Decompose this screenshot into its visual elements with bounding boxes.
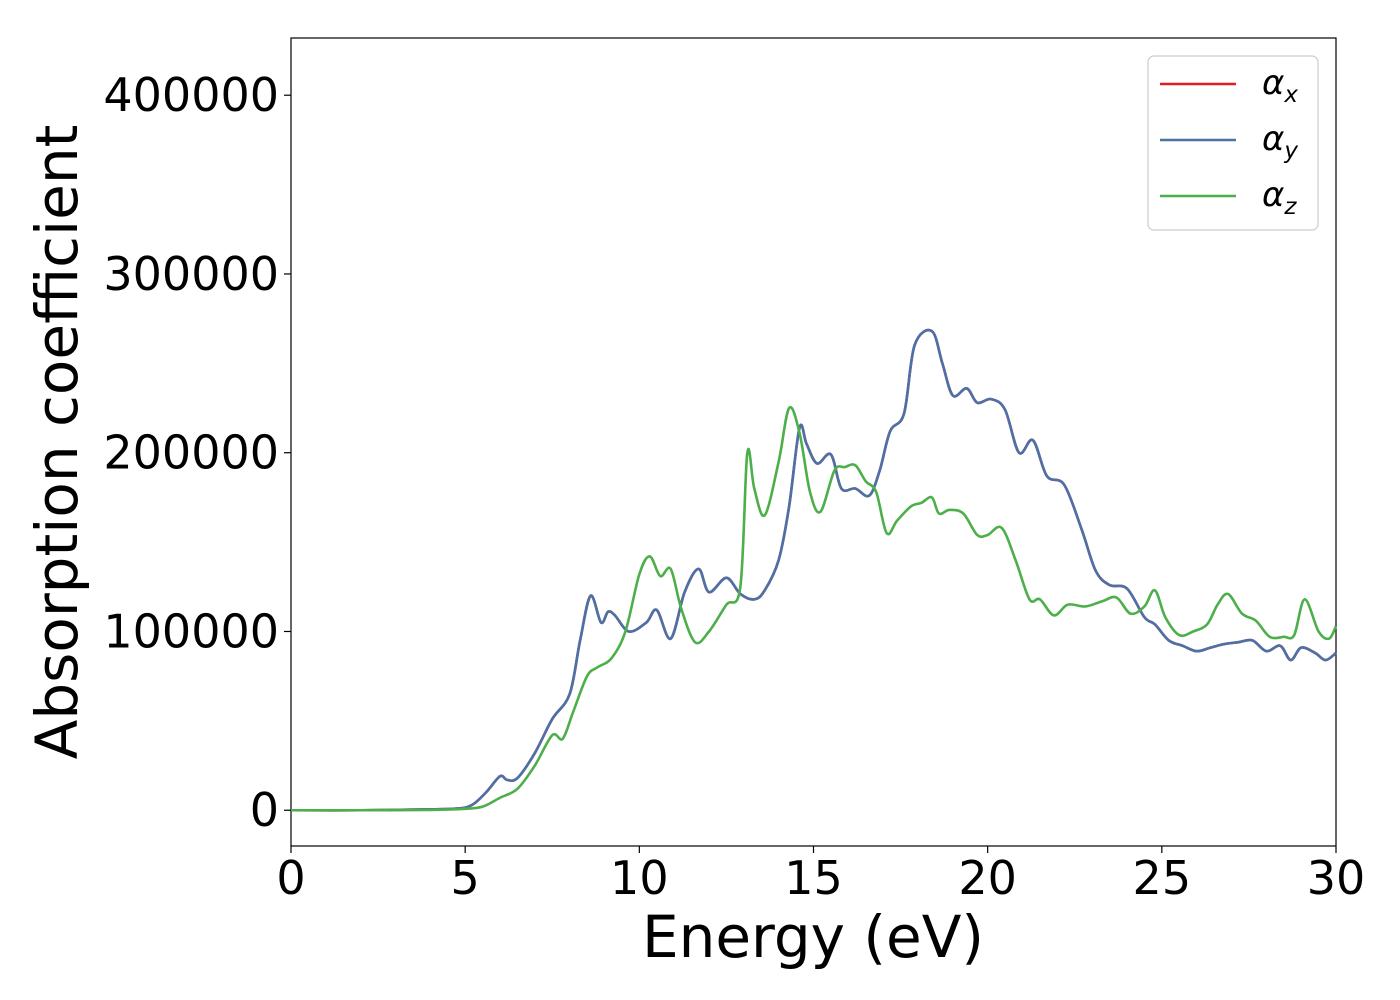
series-line-alpha-x xyxy=(290,328,1337,812)
series-line-alpha-y xyxy=(290,328,1337,812)
y-axis-ticks: 0 100000 200000 300000 400000 xyxy=(103,68,291,837)
y-axis-title: Absorption coefficient xyxy=(23,125,91,760)
series-line-alpha-z xyxy=(290,405,1338,812)
x-tick-label: 5 xyxy=(451,851,480,905)
x-tick-label: 15 xyxy=(784,851,843,905)
x-tick-label: 25 xyxy=(1133,851,1192,905)
x-tick-label: 20 xyxy=(958,851,1017,905)
y-tick-label: 400000 xyxy=(103,68,279,122)
series-layer xyxy=(290,328,1338,812)
y-tick-label: 0 xyxy=(250,783,279,837)
x-tick-label: 10 xyxy=(610,851,669,905)
x-tick-label: 0 xyxy=(276,851,305,905)
legend-label-alpha-x: αx xyxy=(1262,63,1298,108)
legend-box xyxy=(1147,55,1319,231)
y-tick-label: 200000 xyxy=(103,426,279,480)
legend: αx αy αz xyxy=(1147,55,1319,231)
y-tick-label: 100000 xyxy=(103,604,279,658)
x-axis-title: Energy (eV) xyxy=(642,903,984,971)
legend-label-alpha-z: αz xyxy=(1262,175,1297,220)
x-axis-ticks: 0 5 10 15 20 25 30 xyxy=(276,846,1365,905)
x-tick-label: 30 xyxy=(1307,851,1366,905)
y-tick-label: 300000 xyxy=(103,247,279,301)
legend-label-alpha-y: αy xyxy=(1262,119,1298,164)
